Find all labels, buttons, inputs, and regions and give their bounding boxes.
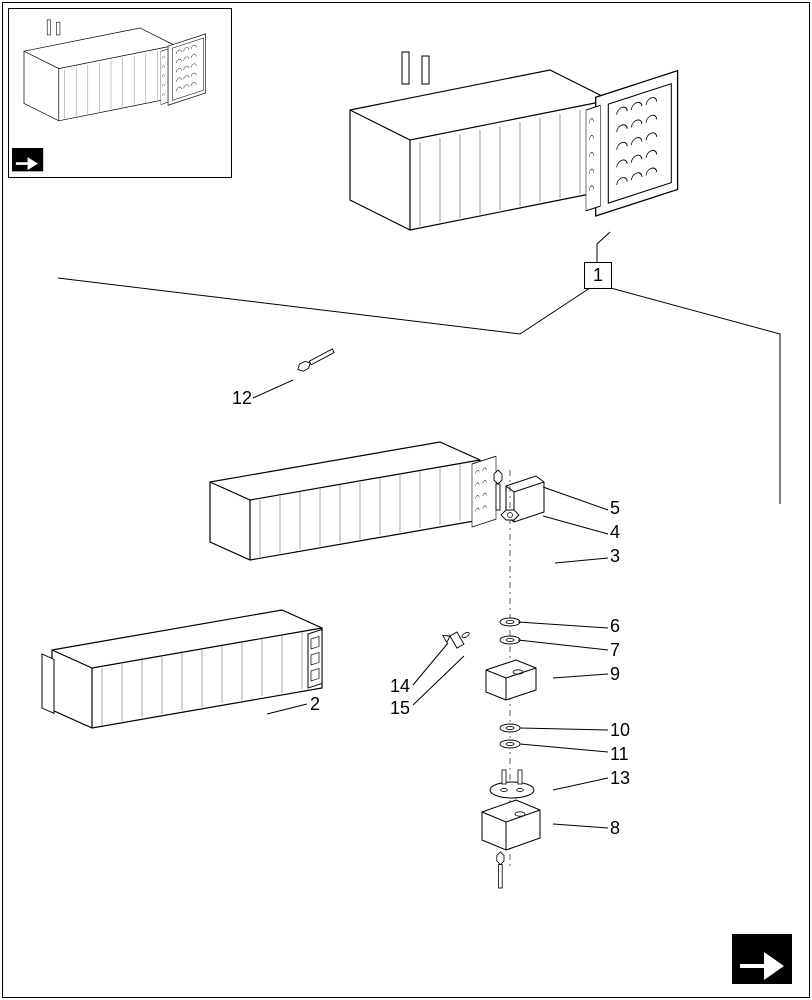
callout-11: 11 xyxy=(610,744,629,765)
callout-4: 4 xyxy=(610,522,620,543)
callout-1: 1 xyxy=(584,262,612,289)
callout-10: 10 xyxy=(610,720,630,741)
callout-15: 15 xyxy=(390,698,410,719)
callout-14: 14 xyxy=(390,676,410,697)
callout-8: 8 xyxy=(610,818,620,839)
callout-2: 2 xyxy=(310,694,320,715)
callout-12: 12 xyxy=(232,388,252,409)
callout-9: 9 xyxy=(610,664,620,685)
callout-6: 6 xyxy=(610,616,620,637)
callout-5: 5 xyxy=(610,498,620,519)
callout-3: 3 xyxy=(610,546,620,567)
inset-thumbnail-box xyxy=(8,8,232,178)
callout-7: 7 xyxy=(610,640,620,661)
callout-13: 13 xyxy=(610,768,630,789)
